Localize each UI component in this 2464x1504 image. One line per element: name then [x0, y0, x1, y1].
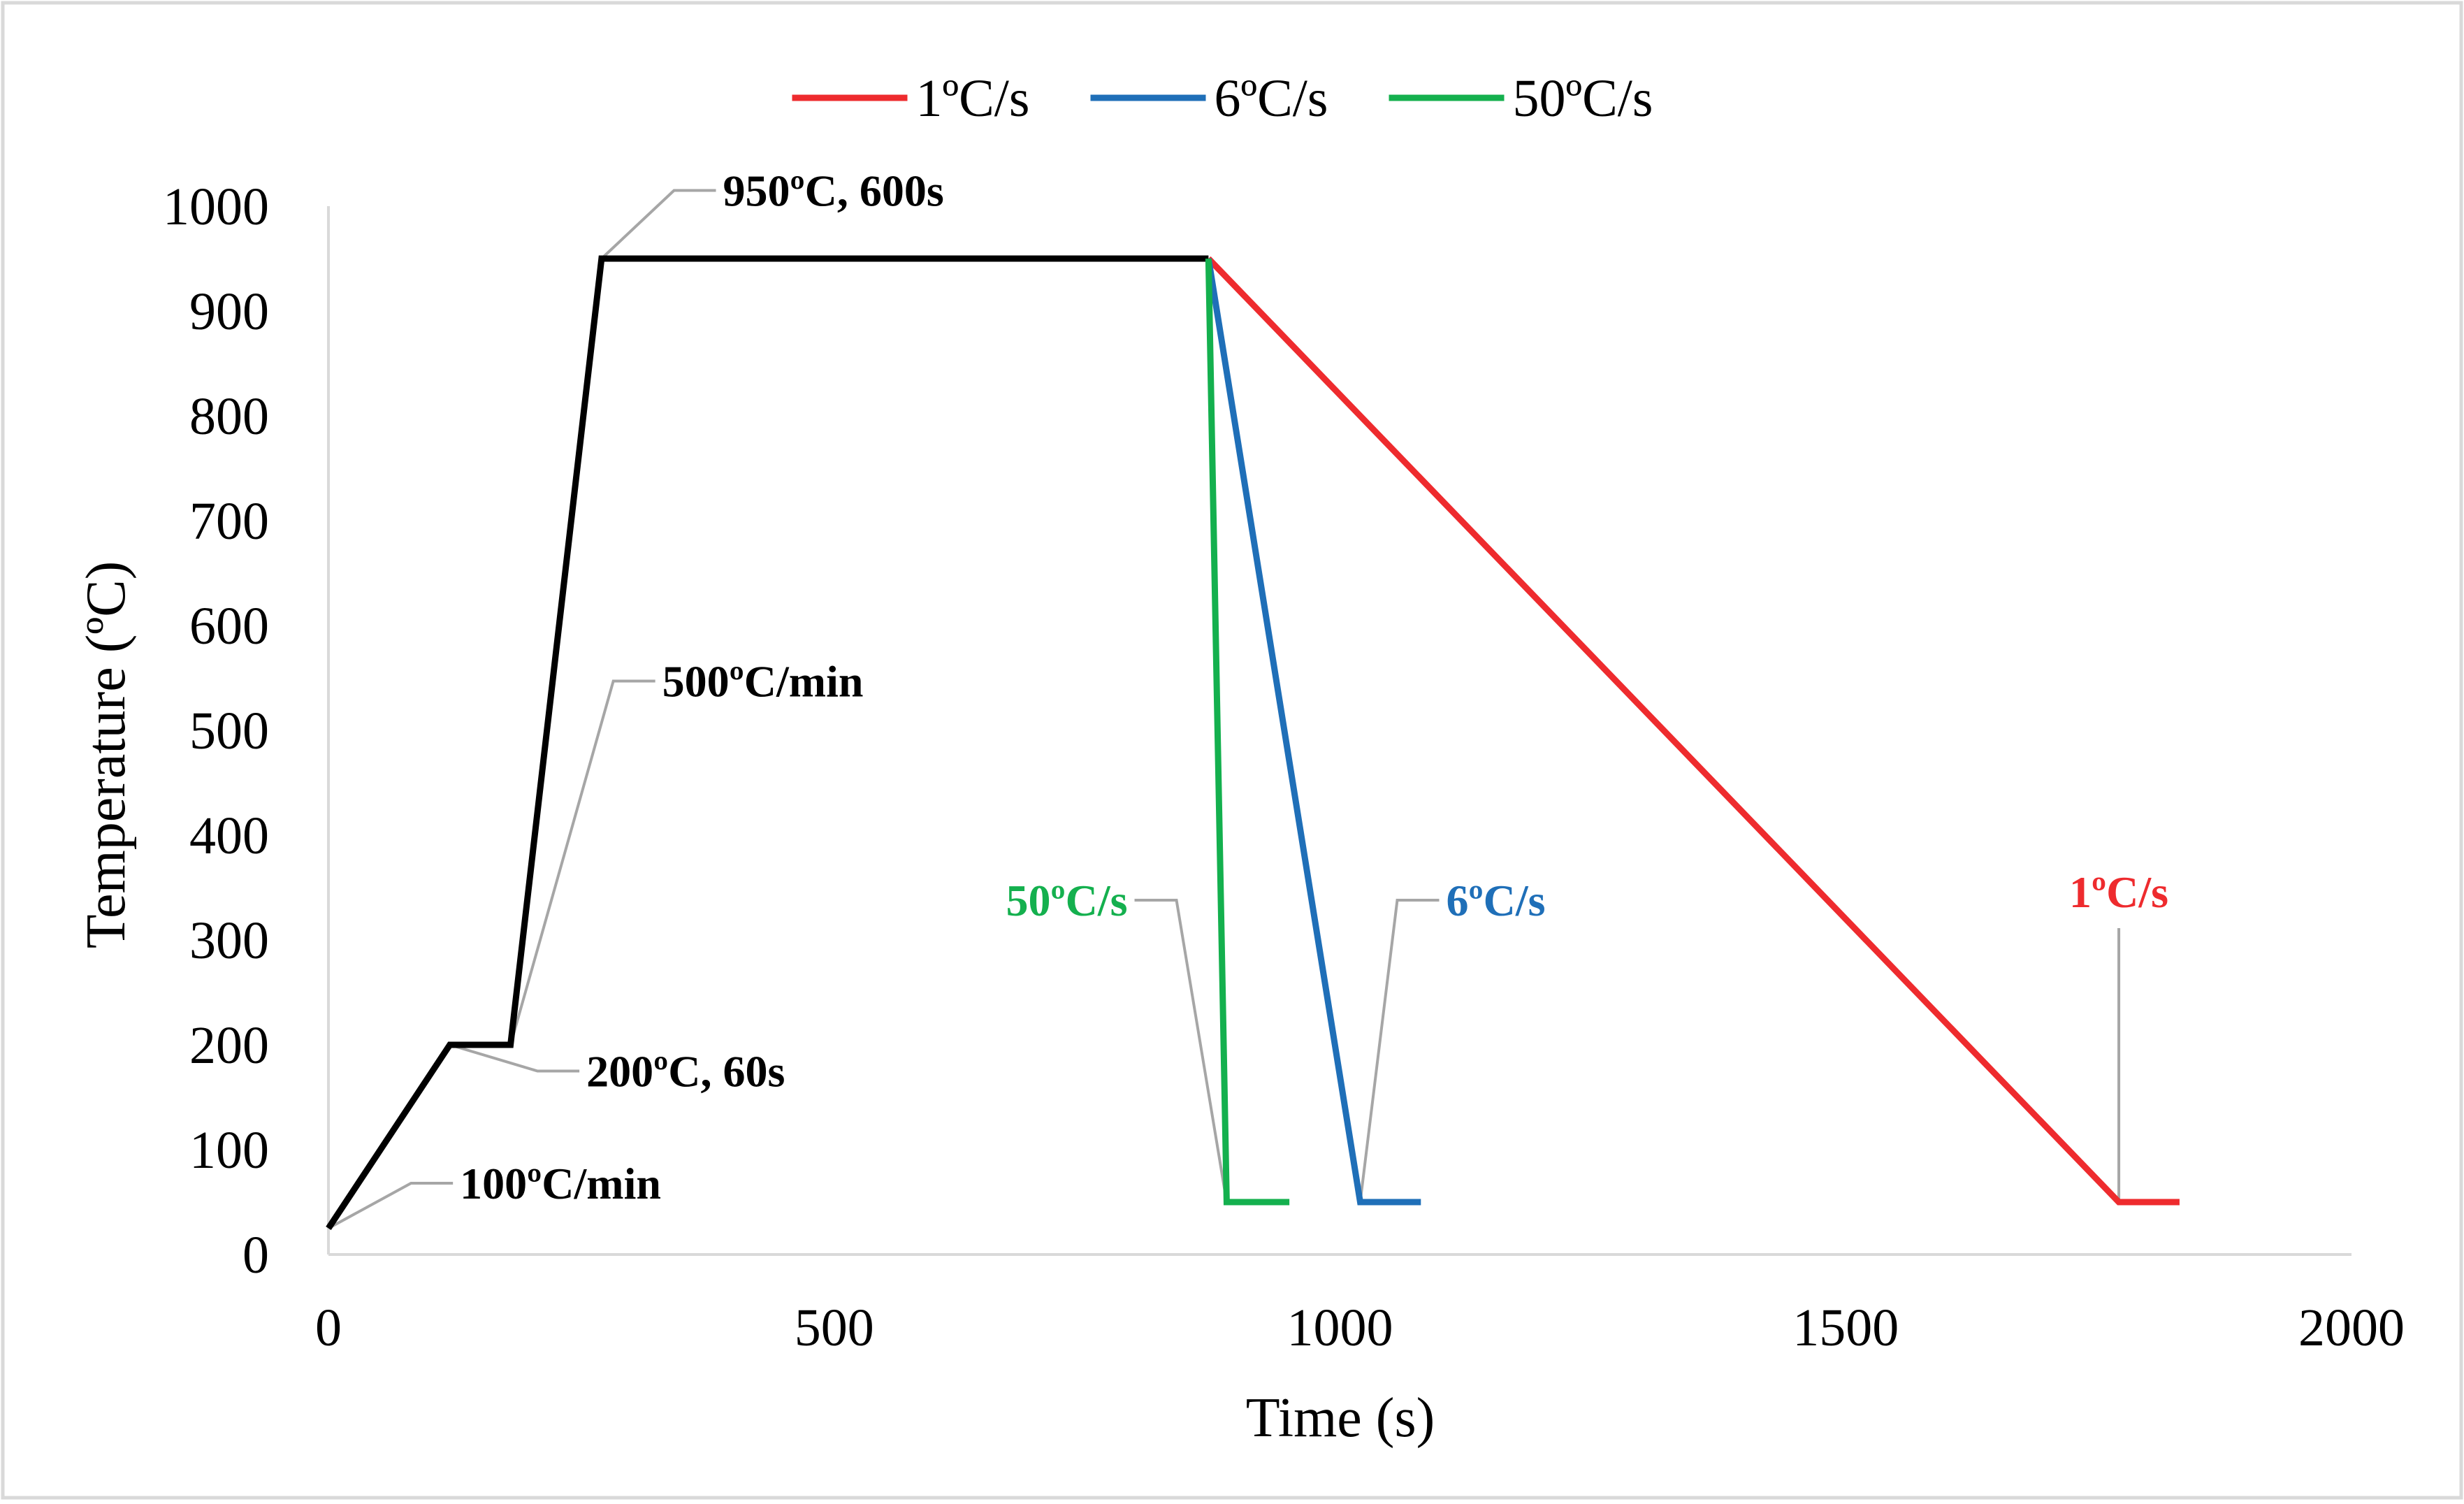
annotation-leaders [328, 189, 2121, 1230]
legend-label-6degc-s: 6ºC/s [1215, 69, 1328, 128]
leader-line-950degc-600s [600, 189, 716, 260]
y-tick-label-500: 500 [189, 702, 269, 760]
annotation-1degc-s: 1ºC/s [2069, 867, 2168, 917]
y-tick-label-900: 900 [189, 282, 269, 341]
legend-label-1degc-s: 1ºC/s [916, 69, 1030, 128]
annotation-50degc-s: 50ºC/s [1006, 876, 1127, 925]
legend: 1ºC/s 6ºC/s 50ºC/s [792, 69, 1653, 128]
y-tick-labels: 0 100 200 300 400 500 600 700 800 900 1000 [163, 178, 269, 1285]
x-axis-title: Time (s) [1246, 1387, 1435, 1449]
x-tick-label-1000: 1000 [1287, 1299, 1393, 1357]
series-line-50degc-s [1205, 258, 1290, 1206]
x-tick-label-1500: 1500 [1792, 1299, 1899, 1357]
annotation-labels: 950ºC, 600s 500ºC/min 200ºC, 60s 100ºC/min 5… [460, 166, 2168, 1209]
y-tick-label-1000: 1000 [163, 178, 269, 236]
y-tick-label-800: 800 [189, 387, 269, 446]
legend-label-50degc-s: 50ºC/s [1513, 69, 1653, 128]
y-tick-label-100: 100 [189, 1121, 269, 1180]
leader-line-500degc-min [509, 679, 655, 1046]
annotation-100degc-min: 100ºC/min [460, 1159, 661, 1208]
series-line-6degc-s [1205, 258, 1421, 1206]
leader-line-6degc-s [1358, 899, 1440, 1203]
leader-line-100degc-min [328, 1182, 454, 1230]
annotation-200degc-60s: 200ºC, 60s [586, 1047, 785, 1097]
y-tick-label-400: 400 [189, 807, 269, 865]
annotation-950degc-600s: 950ºC, 600s [723, 166, 944, 216]
axes [327, 206, 2351, 1256]
y-tick-label-300: 300 [189, 911, 269, 970]
annotation-6degc-s: 6ºC/s [1446, 876, 1545, 925]
series-line-heating [326, 255, 1209, 1230]
leader-line-200degc-60s [449, 1043, 580, 1073]
x-tick-label-0: 0 [315, 1299, 342, 1357]
series-line-1degc-s [1206, 256, 2180, 1206]
y-tick-label-200: 200 [189, 1016, 269, 1075]
y-tick-label-700: 700 [189, 492, 269, 551]
x-tick-label-2000: 2000 [2298, 1299, 2405, 1357]
x-tick-labels: 0 500 1000 1500 2000 [315, 1299, 2405, 1357]
y-tick-label-0: 0 [242, 1226, 269, 1285]
y-axis-title: Temperature (ºC) [75, 561, 137, 949]
y-tick-label-600: 600 [189, 597, 269, 656]
annotation-500degc-min: 500ºC/min [662, 657, 864, 707]
series-lines [326, 255, 2180, 1230]
x-tick-label-500: 500 [795, 1299, 874, 1357]
leader-line-50degc-s [1134, 899, 1229, 1203]
